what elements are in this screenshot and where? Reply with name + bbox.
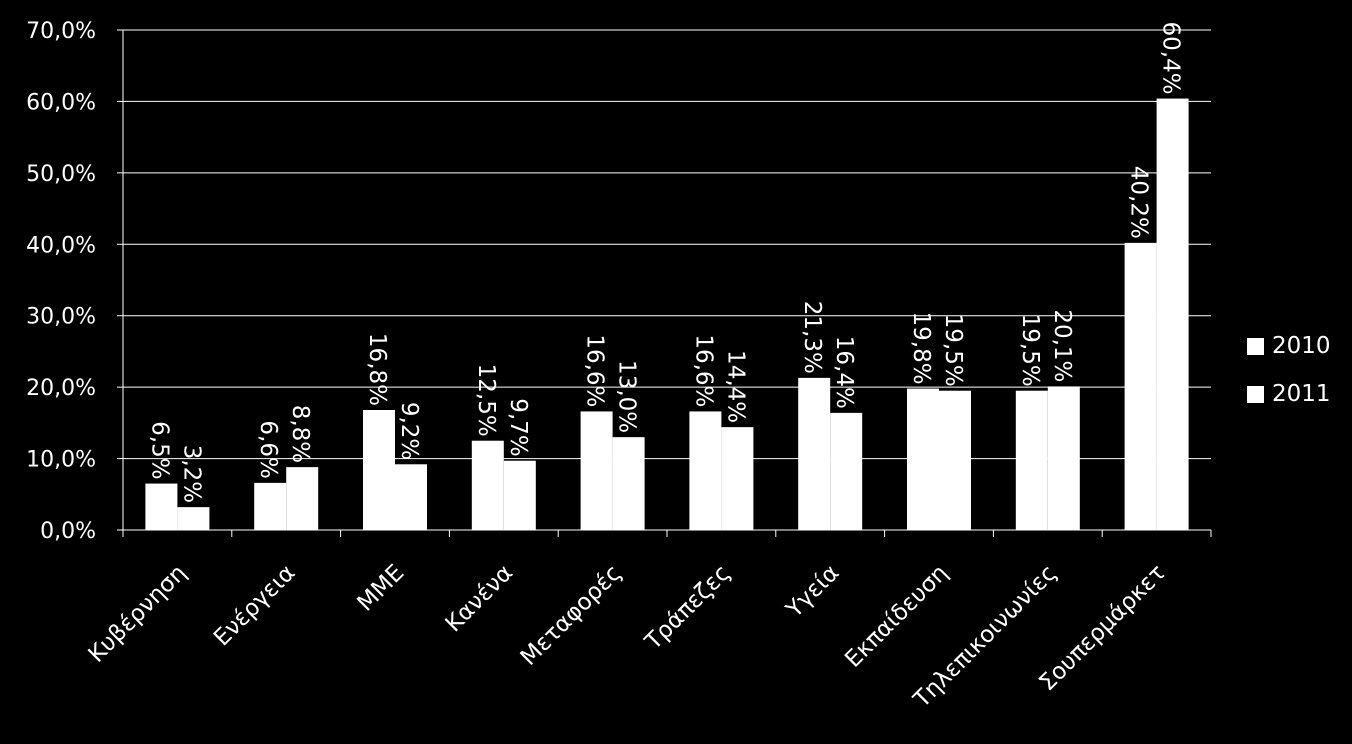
legend-swatch-2011 xyxy=(1247,385,1264,403)
data-label-2011: 9,2% xyxy=(396,402,422,460)
data-label-2011: 3,2% xyxy=(178,445,204,503)
x-tick-label: Κανένα xyxy=(441,560,518,637)
bar-2011 xyxy=(612,437,645,530)
data-label-2011: 19,5% xyxy=(940,314,966,387)
bar-2010 xyxy=(689,411,722,530)
data-label-2010: 19,8% xyxy=(908,311,934,384)
bar-2011 xyxy=(177,507,210,530)
data-label-2011: 9,7% xyxy=(505,398,531,456)
bar-2011 xyxy=(830,412,863,530)
bar-2010 xyxy=(145,483,178,530)
data-label-2010: 12,5% xyxy=(473,364,499,437)
y-tick-label: 0,0% xyxy=(40,519,96,544)
legend-item-2011: 2011 xyxy=(1247,381,1331,407)
data-label-2011: 60,4% xyxy=(1158,21,1184,94)
legend-swatch-2010 xyxy=(1247,337,1264,355)
bar-2011 xyxy=(1156,98,1189,531)
x-tick-label: Ενέργεια xyxy=(209,560,301,652)
legend-label-2011: 2011 xyxy=(1272,381,1331,407)
x-tick-label: ΜΜΕ xyxy=(353,560,410,617)
bar-2010 xyxy=(471,440,504,530)
data-label-2010: 6,5% xyxy=(146,421,172,479)
data-label-2010: 16,6% xyxy=(690,334,716,407)
bar-2010 xyxy=(363,410,395,530)
data-label-2011: 8,8% xyxy=(287,405,313,463)
bar-2011 xyxy=(503,460,536,530)
data-label-2010: 21,3% xyxy=(799,301,825,374)
y-tick-label: 40,0% xyxy=(26,233,96,258)
legend-label-2010: 2010 xyxy=(1272,333,1331,359)
y-tick-label: 70,0% xyxy=(26,19,96,44)
bar-2010 xyxy=(1124,242,1157,530)
x-tick-label: Μεταφορές xyxy=(516,560,627,671)
bar-2010 xyxy=(1015,390,1048,530)
y-tick-label: 10,0% xyxy=(26,448,96,473)
bar-2011 xyxy=(1047,386,1080,530)
x-tick-label: Τράπεζες xyxy=(640,560,736,656)
bar-2010 xyxy=(798,377,831,530)
y-tick-label: 30,0% xyxy=(26,305,96,330)
bar-2011 xyxy=(395,464,427,530)
x-tick-label: Εκπαίδευση xyxy=(840,560,953,673)
legend: 2010 2011 xyxy=(1247,333,1331,430)
bar-2011 xyxy=(939,390,971,530)
x-tick-label: Υγεία xyxy=(781,560,845,624)
data-label-2010: 19,5% xyxy=(1017,314,1043,387)
data-label-2011: 20,1% xyxy=(1049,309,1075,382)
bar-2010 xyxy=(580,411,613,530)
bar-2011 xyxy=(721,427,754,530)
legend-item-2010: 2010 xyxy=(1247,333,1331,359)
data-label-2011: 16,4% xyxy=(831,336,857,409)
bar-2011 xyxy=(286,467,319,530)
data-label-2010: 6,6% xyxy=(255,420,281,478)
y-tick-label: 20,0% xyxy=(26,376,96,401)
data-label-2010: 16,6% xyxy=(582,334,608,407)
bar-2010 xyxy=(254,482,287,530)
data-label-2010: 40,2% xyxy=(1126,166,1152,239)
y-tick-label: 60,0% xyxy=(26,90,96,115)
data-label-2011: 14,4% xyxy=(722,350,748,423)
x-tick-label: Κυβέρνηση xyxy=(84,560,192,668)
y-tick-label: 50,0% xyxy=(26,162,96,187)
data-label-2011: 13,0% xyxy=(614,360,640,433)
data-label-2010: 16,8% xyxy=(364,333,390,406)
bar-2010 xyxy=(907,388,939,530)
